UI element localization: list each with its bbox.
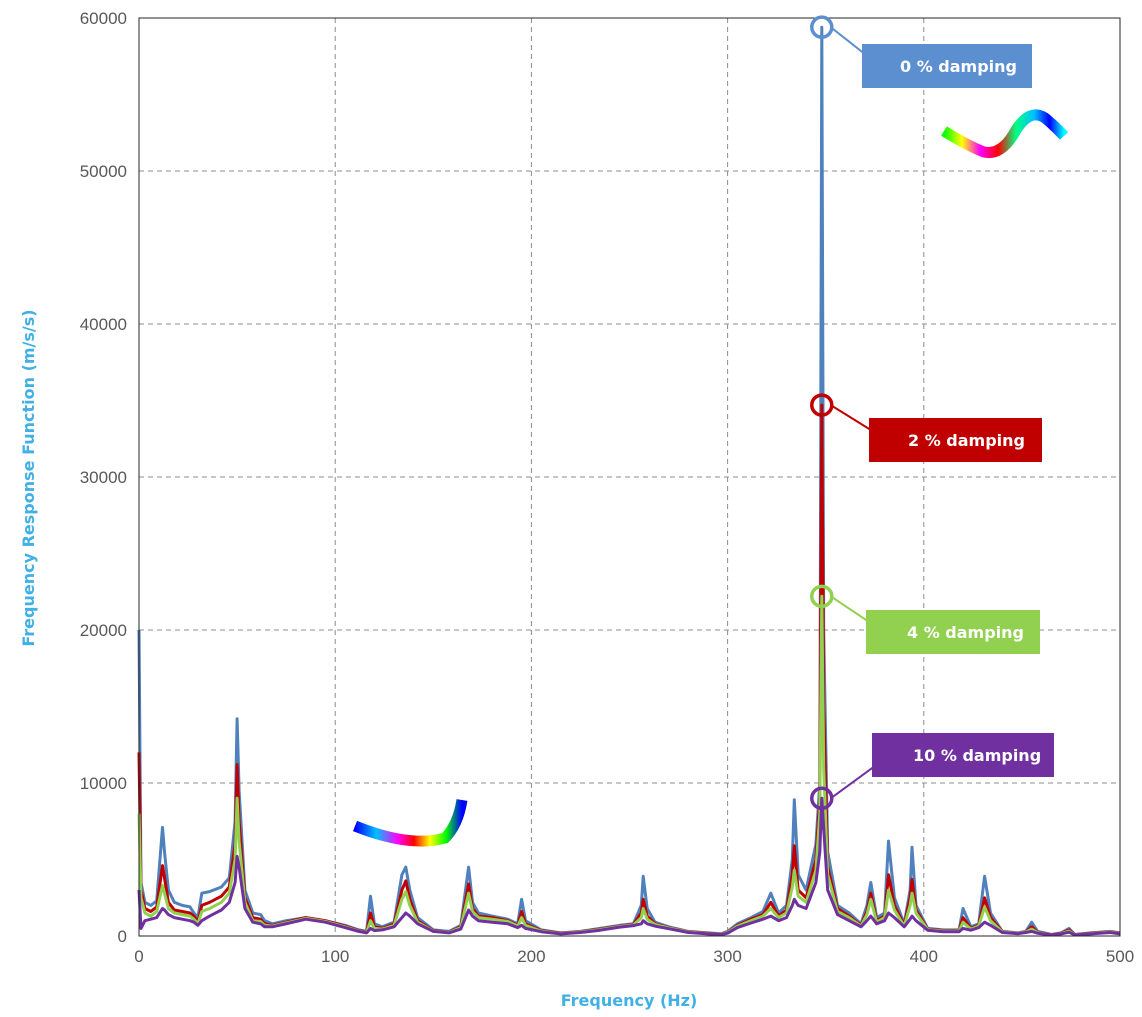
y-axis-label: Frequency Response Function (m/s/s) (19, 309, 38, 646)
y-tick-label: 30000 (80, 468, 127, 487)
x-tick-label: 400 (910, 947, 938, 966)
callout-marker (810, 15, 834, 39)
x-axis-label: Frequency (Hz) (561, 991, 698, 1010)
callout-marker (810, 393, 834, 417)
callout-label: 2 % damping (908, 431, 1025, 450)
mode-shape-1-icon (352, 799, 468, 847)
series-layer (137, 25, 1121, 937)
series-line (137, 796, 1121, 937)
y-tick-label: 0 (118, 927, 127, 946)
x-tick-label: 500 (1106, 947, 1134, 966)
callout-label: 0 % damping (900, 57, 1017, 76)
y-tick-label: 10000 (80, 774, 127, 793)
x-tick-label: 100 (321, 947, 349, 966)
y-tick-label: 40000 (80, 315, 127, 334)
y-tick-label: 50000 (80, 162, 127, 181)
callout-box (869, 418, 1042, 462)
y-tick-label: 20000 (80, 621, 127, 640)
callout-label: 10 % damping (913, 746, 1041, 765)
y-tick-label: 60000 (80, 9, 127, 28)
callout-box (872, 733, 1054, 777)
x-tick-label: 0 (134, 947, 143, 966)
callout-marker (810, 786, 834, 811)
series-line (137, 25, 1121, 936)
gridlines (139, 18, 1120, 936)
plot-frame (138, 17, 1121, 937)
x-tick-label: 300 (713, 947, 741, 966)
series-line (137, 403, 1121, 937)
callout-box (862, 44, 1032, 88)
callouts: 0 % damping 2 % damping 4 % damping 10 % da… (810, 15, 1054, 811)
callout-label: 4 % damping (907, 623, 1024, 642)
mode-shape-2-icon (941, 109, 1069, 159)
callout-box (866, 610, 1040, 654)
callout-marker (810, 584, 834, 609)
x-tick-label: 200 (517, 947, 545, 966)
tick-labels: 0 100 200 300 400 500 0 10000 20000 30000 40000 500… (80, 9, 1134, 966)
